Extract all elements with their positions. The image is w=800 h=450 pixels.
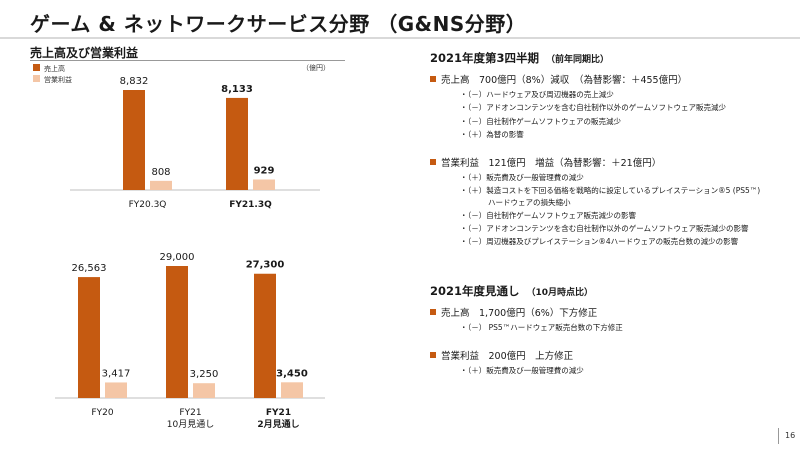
data-label: 8,133 xyxy=(221,84,253,95)
section-forecast: 2021年度見通し （10月時点比） 売上高 1,700億円（6%）下方修正・（－… xyxy=(430,283,623,376)
sub-bullet: ・（－）自社制作ゲームソフトウェアの販売減少 xyxy=(460,116,622,126)
operating-income-bar xyxy=(281,382,303,398)
category-label: 10月見通し xyxy=(167,419,214,430)
section-title-text: 2021年度見通し xyxy=(430,284,520,298)
category-label: FY21 xyxy=(179,408,201,418)
section-title: 2021年度第3四半期 （前年同期比） xyxy=(430,50,760,66)
section-title-note: （前年同期比） xyxy=(550,55,610,65)
operating-income-bar xyxy=(193,383,215,398)
bullet-item: 売上高 700億円（8%）減収 （為替影響：＋455億円） xyxy=(430,72,760,86)
category-label: FY20 xyxy=(91,408,113,418)
data-label: 3,450 xyxy=(276,368,308,379)
bullet-item: 営業利益 200億円 上方修正 xyxy=(430,348,623,362)
sub-bullet: ・（＋）為替の影響 xyxy=(460,129,524,139)
bullet-item: 売上高 1,700億円（6%）下方修正 xyxy=(430,305,623,319)
square-bullet-icon xyxy=(430,159,436,165)
category-label: FY20.3Q xyxy=(129,200,167,210)
legend-label: 売上高 xyxy=(44,64,65,73)
sub-bullet: ・（－）アドオンコンテンツを含む自社制作以外のゲームソフトウェア販売減少の影響 xyxy=(460,224,749,233)
sales-bar xyxy=(254,273,276,398)
data-label: 808 xyxy=(151,167,170,178)
sub-bullet: ・（＋）販売費及び一般管理費の減少 xyxy=(460,173,584,182)
category-label: 2月見通し xyxy=(257,418,299,430)
sub-bullet: ・（－）ハードウェア及び周辺機器の売上減少 xyxy=(460,90,614,99)
legend-swatch xyxy=(33,75,40,82)
unit-label: （億円） xyxy=(302,63,330,72)
sales-bar xyxy=(123,90,145,190)
data-label: 29,000 xyxy=(160,252,195,263)
data-label: 26,563 xyxy=(72,263,107,274)
category-label: FY21 xyxy=(266,408,291,418)
sub-bullet: ハードウェアの損失縮小 xyxy=(488,197,571,207)
footer-divider xyxy=(778,428,779,444)
sub-bullet: ・（＋）製造コストを下回る価格を戦略的に設定しているプレイステーション®5 (P… xyxy=(460,186,761,196)
chart-heading: 売上高及び営業利益 xyxy=(30,46,139,60)
page-number: 16 xyxy=(785,431,796,440)
bullet-text: 営業利益 121億円 増益（為替影響：＋21億円） xyxy=(441,158,662,169)
legend-label: 営業利益 xyxy=(44,75,72,84)
section-title-text: 2021年度第3四半期 xyxy=(430,51,540,65)
section-title-note: （10月時点比） xyxy=(531,288,594,298)
sub-bullet: ・（－）周辺機器及びプレイステーション®4ハードウェアの販売台数の減少の影響 xyxy=(460,237,739,247)
data-label: 27,300 xyxy=(246,260,285,271)
bullet-text: 売上高 700億円（8%）減収 （為替影響：＋455億円） xyxy=(441,75,688,86)
operating-income-bar xyxy=(150,180,172,190)
bullet-text: 営業利益 200億円 上方修正 xyxy=(441,351,574,363)
slide-title: ゲーム & ネットワークサービス分野 （G&NS分野） xyxy=(30,12,527,36)
sub-bullet: ・（＋）販売費及び一般管理費の減少 xyxy=(460,366,584,376)
title-divider xyxy=(0,37,800,39)
sub-bullet: ・（－）自社制作ゲームソフトウェア販売減少の影響 xyxy=(460,210,637,220)
chart-heading-divider xyxy=(30,60,345,61)
bullet-text: 売上高 1,700億円（6%）下方修正 xyxy=(441,308,598,319)
operating-income-bar xyxy=(253,179,275,190)
square-bullet-icon xyxy=(430,309,436,315)
sales-bar xyxy=(226,97,248,190)
operating-income-bar xyxy=(105,382,127,398)
data-label: 3,417 xyxy=(102,368,131,379)
legend-swatch xyxy=(33,64,40,71)
data-label: 3,250 xyxy=(190,369,219,380)
sales-bar xyxy=(166,266,188,398)
data-label: 8,832 xyxy=(120,76,149,87)
sub-bullet: ・（－） PS5™ハードウェア販売台数の下方修正 xyxy=(460,323,623,332)
section-title: 2021年度見通し （10月時点比） xyxy=(430,283,623,299)
section-q3: 2021年度第3四半期 （前年同期比） 売上高 700億円（8%）減収 （為替影響… xyxy=(430,50,760,247)
bullet-item: 営業利益 121億円 増益（為替影響：＋21億円） xyxy=(430,155,760,169)
sales-bar xyxy=(78,277,100,398)
sub-bullet: ・（－）アドオンコンテンツを含む自社制作以外のゲームソフトウェア販売減少 xyxy=(460,103,727,113)
category-label: FY21.3Q xyxy=(229,200,272,210)
data-label: 929 xyxy=(254,165,275,176)
square-bullet-icon xyxy=(430,352,436,359)
square-bullet-icon xyxy=(430,76,436,82)
